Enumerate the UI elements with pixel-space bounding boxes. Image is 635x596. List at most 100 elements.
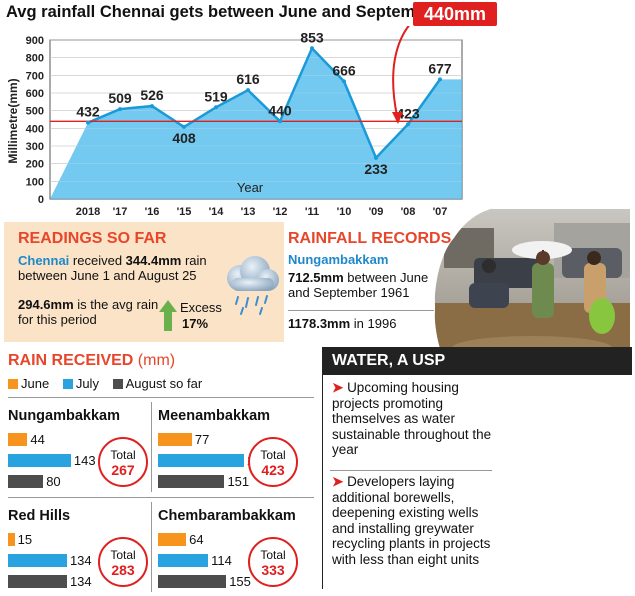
- x-tick-label: '11: [305, 206, 319, 218]
- legend-august: August so far: [112, 376, 202, 391]
- water-divider: [330, 470, 492, 471]
- data-point: [150, 104, 154, 109]
- x-tick-label: '07: [433, 206, 448, 218]
- data-label: 509: [108, 90, 132, 106]
- station-name: Nungambakkam: [8, 408, 121, 424]
- bar-june: [158, 533, 187, 546]
- y-tick-label: 500: [26, 106, 44, 118]
- legend-july: July: [62, 376, 99, 391]
- x-tick-label: '12: [273, 206, 288, 218]
- bar-july: [8, 454, 71, 467]
- total-badge: Total 333: [248, 537, 298, 587]
- x-tick-label: '17: [113, 206, 128, 218]
- rain-col-divider-bottom: [151, 502, 152, 592]
- average-badge: 440mm: [413, 2, 497, 26]
- rain-received-heading: RAIN RECEIVED (mm): [8, 352, 176, 369]
- bar-value: 80: [46, 474, 61, 489]
- data-point: [310, 46, 314, 51]
- bar-value: 114: [211, 553, 232, 568]
- data-label: 408: [172, 130, 196, 146]
- bar-july: [8, 554, 67, 567]
- records-station: Nungambakkam: [288, 252, 389, 267]
- bar-value: 15: [17, 532, 33, 547]
- bar-value: 155: [229, 574, 251, 589]
- bar-august: [8, 575, 67, 588]
- data-point: [214, 105, 218, 110]
- chart-title: Avg rainfall Chennai gets between June a…: [6, 3, 441, 21]
- data-label: 519: [204, 88, 228, 104]
- data-point: [438, 77, 442, 82]
- bar-value: 134: [69, 574, 92, 589]
- records-heading: RAINFALL RECORDS: [288, 230, 452, 247]
- total-badge: Total 267: [98, 437, 148, 487]
- rainfall-line: [87, 46, 442, 161]
- rainfall-area: [50, 48, 462, 200]
- x-tick-label: 2018: [76, 206, 100, 218]
- y-tick-label: 100: [26, 176, 44, 188]
- x-tick-label: '10: [337, 206, 352, 218]
- excess-value: 17%: [182, 316, 209, 331]
- x-tick-label: '15: [177, 206, 192, 218]
- rain-cloud-icon: [227, 256, 279, 315]
- y-tick-label: 0: [38, 194, 44, 206]
- total-value: 267: [111, 462, 135, 478]
- pointer-arrowhead: [392, 112, 403, 124]
- y-tick-label: 300: [26, 141, 44, 153]
- station-name: Meenambakkam: [158, 408, 271, 424]
- record-1996: 1178.3mm in 1996: [288, 316, 397, 331]
- bar-august: [8, 475, 44, 488]
- bar-june: [158, 433, 192, 446]
- data-label: 440: [268, 102, 292, 118]
- readings-average-text: 294.6mm is the avg rain for this period: [18, 297, 159, 327]
- bar-august: [158, 475, 225, 488]
- station-name: Chembarambakkam: [158, 508, 296, 524]
- x-tick-label: '16: [145, 206, 160, 218]
- chevron-right-icon: ➤: [332, 474, 348, 489]
- data-label: 526: [140, 87, 164, 103]
- total-badge: Total 423: [248, 437, 298, 487]
- data-point: [406, 122, 410, 127]
- chevron-right-icon: ➤: [332, 380, 348, 395]
- rain-legend: June July August so far: [8, 376, 212, 391]
- y-tick-label: 700: [26, 70, 44, 82]
- data-label: 432: [76, 104, 100, 120]
- bar-august: [158, 575, 227, 588]
- bar-value: 64: [189, 532, 204, 547]
- data-label: 853: [300, 29, 324, 45]
- x-axis-label: Year: [237, 180, 264, 195]
- bar-june: [8, 533, 15, 546]
- total-badge: Total 283: [98, 537, 148, 587]
- bar-value: 77: [194, 432, 210, 447]
- water-point-1: ➤ Upcoming housing projects promoting th…: [332, 380, 492, 457]
- legend-june: June: [8, 376, 49, 391]
- up-arrow-icon: [159, 300, 177, 331]
- total-label: Total: [110, 548, 136, 562]
- y-tick-label: 600: [26, 88, 44, 100]
- city-name: Chennai: [18, 253, 70, 268]
- data-label: 666: [332, 62, 356, 78]
- excess-label: Excess: [180, 300, 222, 315]
- x-tick-label: '13: [241, 206, 256, 218]
- bar-july: [158, 454, 244, 467]
- record-1961: 712.5mm between June and September 1961: [288, 270, 429, 300]
- y-tick-label: 400: [26, 123, 44, 135]
- rain-mid-divider: [8, 497, 314, 498]
- bar-value: 143: [73, 453, 96, 468]
- readings-panel: READINGS SO FAR Chennai received 344.4mm…: [4, 222, 284, 342]
- data-label: 677: [428, 60, 452, 76]
- y-tick-label: 200: [26, 159, 44, 171]
- data-label: 423: [396, 105, 420, 121]
- bar-july: [158, 554, 209, 567]
- records-divider: [288, 310, 434, 311]
- data-point: [246, 88, 250, 93]
- station-name: Red Hills: [8, 508, 71, 524]
- data-label: 233: [364, 161, 388, 177]
- pointer-arrow: [392, 26, 411, 117]
- total-value: 283: [111, 562, 135, 578]
- records-panel: RAINFALL RECORDS Nungambakkam 712.5mm be…: [284, 222, 451, 347]
- flooded-street-photo: [434, 208, 631, 374]
- x-tick-label: '09: [369, 206, 384, 218]
- data-point: [342, 79, 346, 84]
- y-tick-label: 800: [26, 53, 44, 65]
- data-label: 616: [236, 71, 260, 87]
